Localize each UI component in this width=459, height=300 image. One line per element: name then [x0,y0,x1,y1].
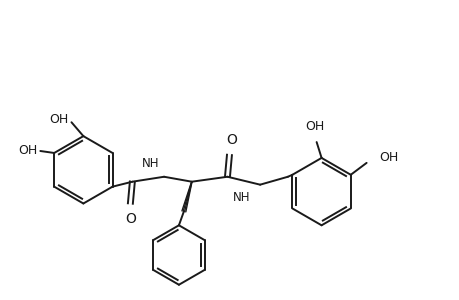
Text: OH: OH [18,143,37,157]
Text: O: O [125,212,135,226]
Text: OH: OH [379,152,398,164]
Text: OH: OH [304,120,324,133]
Text: NH: NH [233,190,250,204]
Text: OH: OH [49,113,68,126]
Text: O: O [225,133,236,147]
Text: NH: NH [141,157,159,170]
